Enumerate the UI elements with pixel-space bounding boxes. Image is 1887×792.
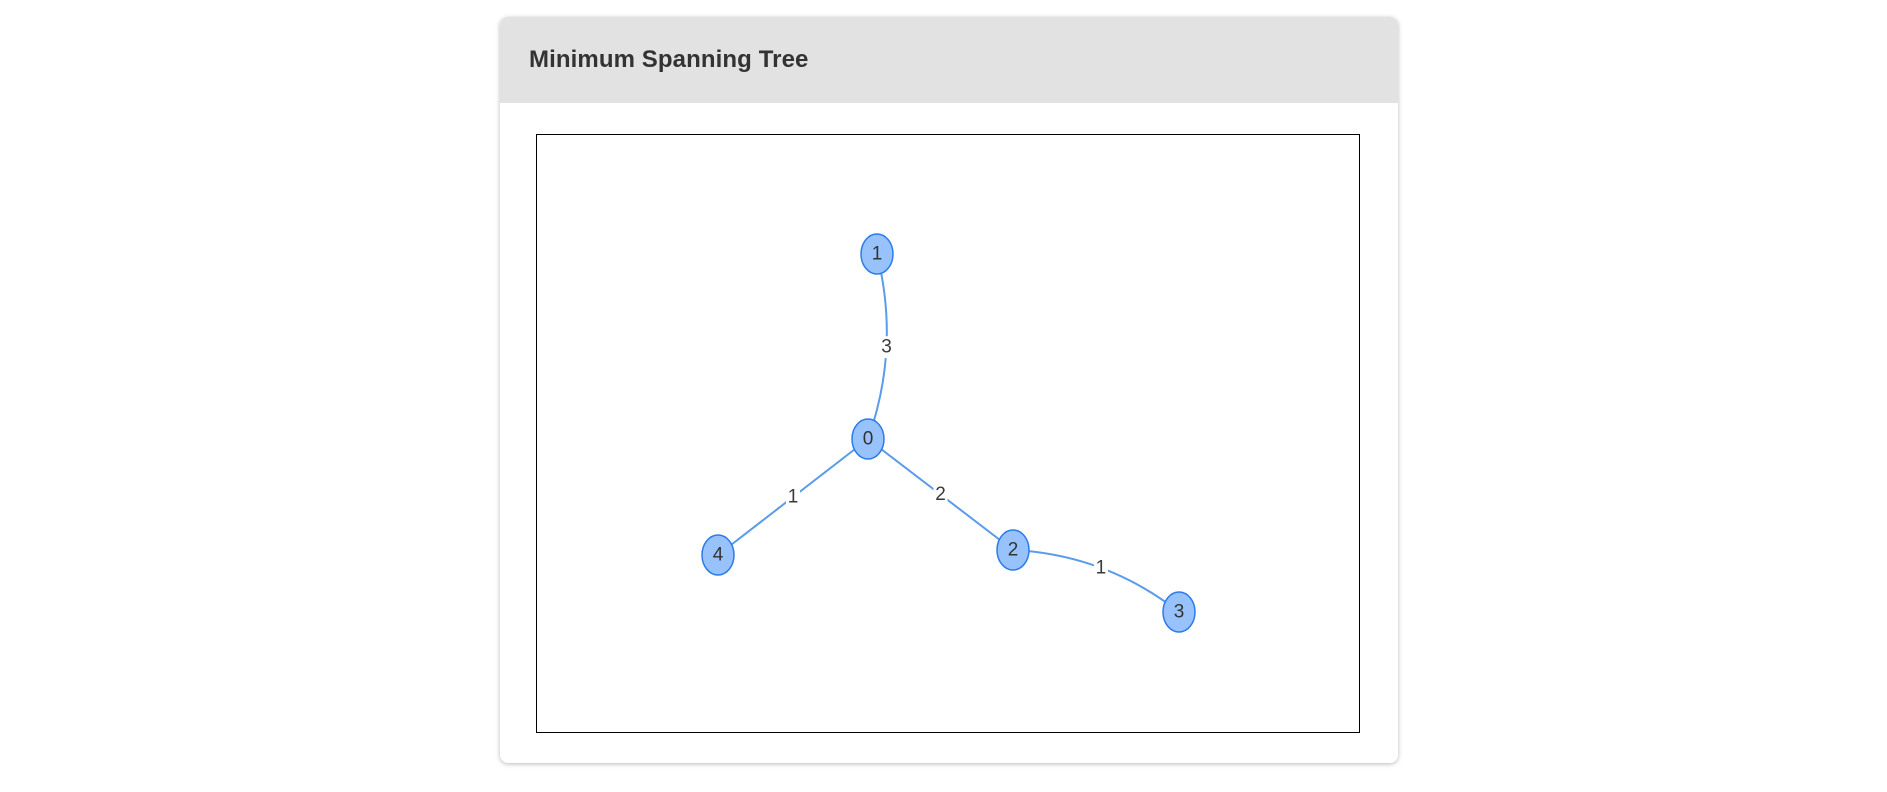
edge-label-background [1093, 556, 1108, 579]
node-circle[interactable] [1162, 591, 1196, 633]
node-circle[interactable] [851, 418, 885, 460]
node-label: 0 [863, 429, 874, 450]
node-0[interactable]: 0 [851, 418, 885, 460]
node-1[interactable]: 1 [860, 233, 894, 275]
node-circle[interactable] [701, 534, 735, 576]
node-label: 2 [1008, 540, 1019, 561]
edge-weight-label: 1 [788, 487, 799, 508]
edge-weight-label: 2 [935, 484, 946, 505]
graph-canvas[interactable]: 3 1 2 1 0 1 2 3 4 [536, 134, 1360, 733]
node-4[interactable]: 4 [701, 534, 735, 576]
edges-layer: 3 1 2 1 [717, 253, 1180, 613]
edge-0-4[interactable]: 1 [717, 438, 869, 556]
edge-2-3[interactable]: 1 [1012, 549, 1180, 613]
node-2[interactable]: 2 [996, 529, 1030, 571]
card-header: Minimum Spanning Tree [500, 17, 1398, 103]
graph-svg[interactable]: 3 1 2 1 0 1 2 3 4 [537, 135, 1359, 732]
edge-0-1[interactable]: 3 [867, 253, 894, 440]
edge-weight-label: 3 [881, 337, 892, 358]
node-circle[interactable] [996, 529, 1030, 571]
node-label: 1 [872, 244, 883, 265]
edge-0-2[interactable]: 2 [867, 438, 1014, 551]
node-circle[interactable] [860, 233, 894, 275]
node-label: 3 [1174, 602, 1185, 623]
edge-label-background [786, 486, 800, 508]
edge-weight-label: 1 [1096, 557, 1107, 578]
edge-label-background [879, 336, 894, 359]
node-3[interactable]: 3 [1162, 591, 1196, 633]
edge-label-background [933, 483, 948, 506]
node-label: 4 [713, 545, 724, 566]
nodes-layer: 0 1 2 3 4 [701, 233, 1196, 633]
mst-card: Minimum Spanning Tree 3 1 2 1 0 1 2 3 4 [500, 17, 1398, 763]
card-title: Minimum Spanning Tree [529, 46, 809, 73]
